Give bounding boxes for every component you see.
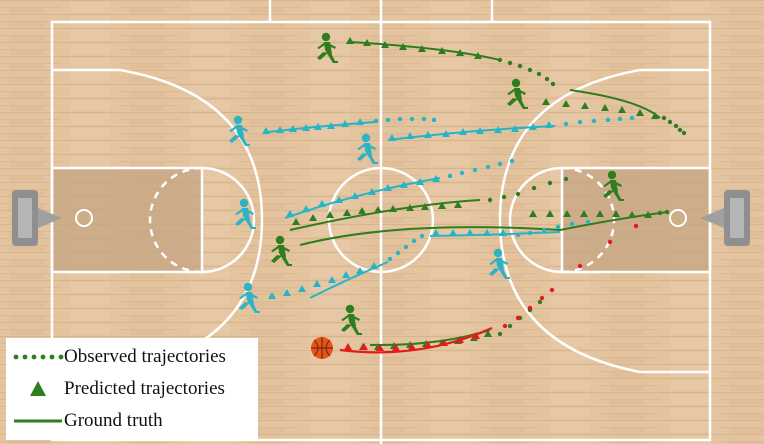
dotted-line-icon [6, 342, 64, 372]
legend-item-ground-truth: Ground truth [6, 406, 163, 436]
court-lines [50, 0, 712, 444]
triangle-icon [6, 374, 64, 404]
ball-trajectory [339, 223, 639, 354]
right-paint [562, 168, 710, 272]
solid-line-icon [6, 406, 64, 436]
left-paint [52, 168, 202, 272]
basketball-icon [311, 337, 333, 359]
legend-item-observed: Observed trajectories [6, 342, 226, 372]
cyan-trajectories [262, 115, 635, 299]
right-hoop-icon [669, 190, 750, 246]
left-hoop-icon [12, 190, 93, 246]
legend: Observed trajectories Predicted trajecto… [6, 338, 258, 440]
legend-item-predicted: Predicted trajectories [6, 374, 225, 404]
